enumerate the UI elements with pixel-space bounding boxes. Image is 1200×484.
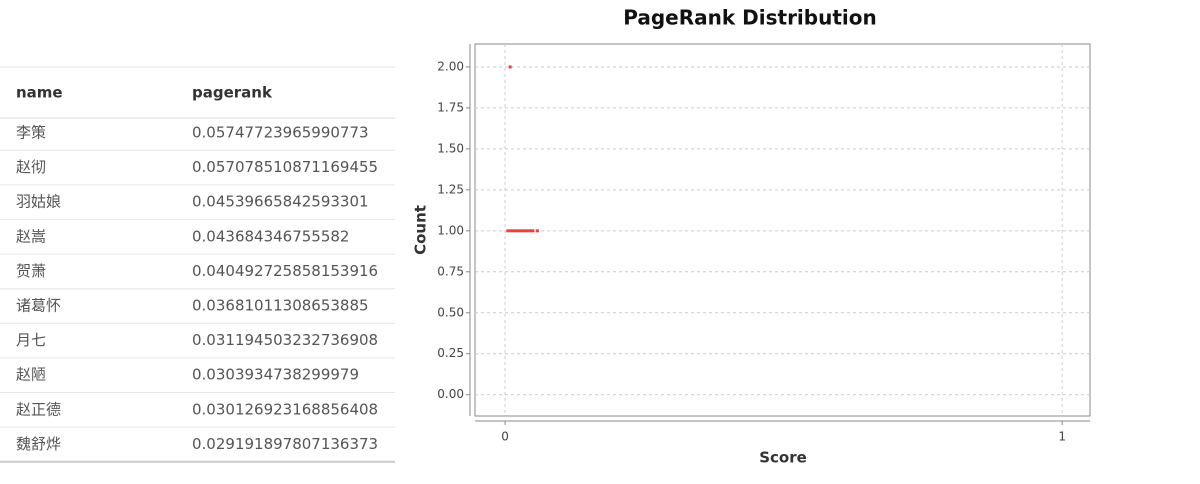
column-header: pagerank	[192, 84, 273, 102]
table-cell: 0.040492725858153916	[192, 262, 378, 280]
table-cell: 赵彻	[16, 158, 46, 176]
table-cell: 0.05747723965990773	[192, 124, 369, 142]
point	[528, 229, 532, 233]
y-tick-label: 0.00	[437, 387, 464, 401]
table-cell: 赵陋	[16, 366, 46, 384]
y-tick-label: 1.75	[437, 100, 464, 114]
table-cell: 0.030126923168856408	[192, 400, 378, 418]
point	[511, 229, 515, 233]
table-cell: 贺萧	[16, 262, 46, 280]
y-tick-label: 1.00	[437, 223, 464, 237]
table-cell: 0.0303934738299979	[192, 366, 359, 384]
table-cell: 0.031194503232736908	[192, 331, 378, 349]
y-tick-label: 1.50	[437, 141, 464, 155]
table-cell: 0.043684346755582	[192, 227, 349, 245]
y-tick-label: 2.00	[437, 59, 464, 73]
y-axis-label: Count	[412, 205, 430, 255]
table-cell: 0.03681011308653885	[192, 297, 369, 315]
point	[535, 229, 539, 233]
y-tick-label: 1.25	[437, 182, 464, 196]
point	[520, 229, 524, 233]
point	[509, 229, 513, 233]
point	[531, 229, 535, 233]
point	[508, 65, 512, 69]
table-cell: 羽姑娘	[16, 193, 61, 211]
y-tick-label: 0.50	[437, 305, 464, 319]
table-cell: 诸葛怀	[16, 297, 61, 315]
table-cell: 0.057078510871169455	[192, 158, 378, 176]
table-cell: 月七	[16, 331, 46, 349]
table-cell: 赵正德	[16, 400, 61, 418]
point	[506, 229, 510, 233]
y-tick-label: 0.25	[437, 346, 464, 360]
table-cell: 李策	[16, 124, 46, 142]
point	[517, 229, 521, 233]
table-cell: 魏舒烨	[16, 435, 61, 453]
chart-title: PageRank Distribution	[623, 6, 877, 30]
point	[525, 229, 529, 233]
x-tick-label: 1	[1058, 430, 1066, 444]
point	[523, 229, 527, 233]
table-cell: 赵嵩	[16, 227, 46, 245]
point	[514, 229, 518, 233]
x-tick-label: 0	[501, 430, 509, 444]
y-tick-label: 0.75	[437, 264, 464, 278]
column-header: name	[16, 84, 63, 102]
table-cell: 0.029191897807136373	[192, 435, 378, 453]
table-cell: 0.04539665842593301	[192, 193, 369, 211]
plot-frame	[474, 43, 1091, 417]
x-axis-label: Score	[759, 449, 807, 467]
